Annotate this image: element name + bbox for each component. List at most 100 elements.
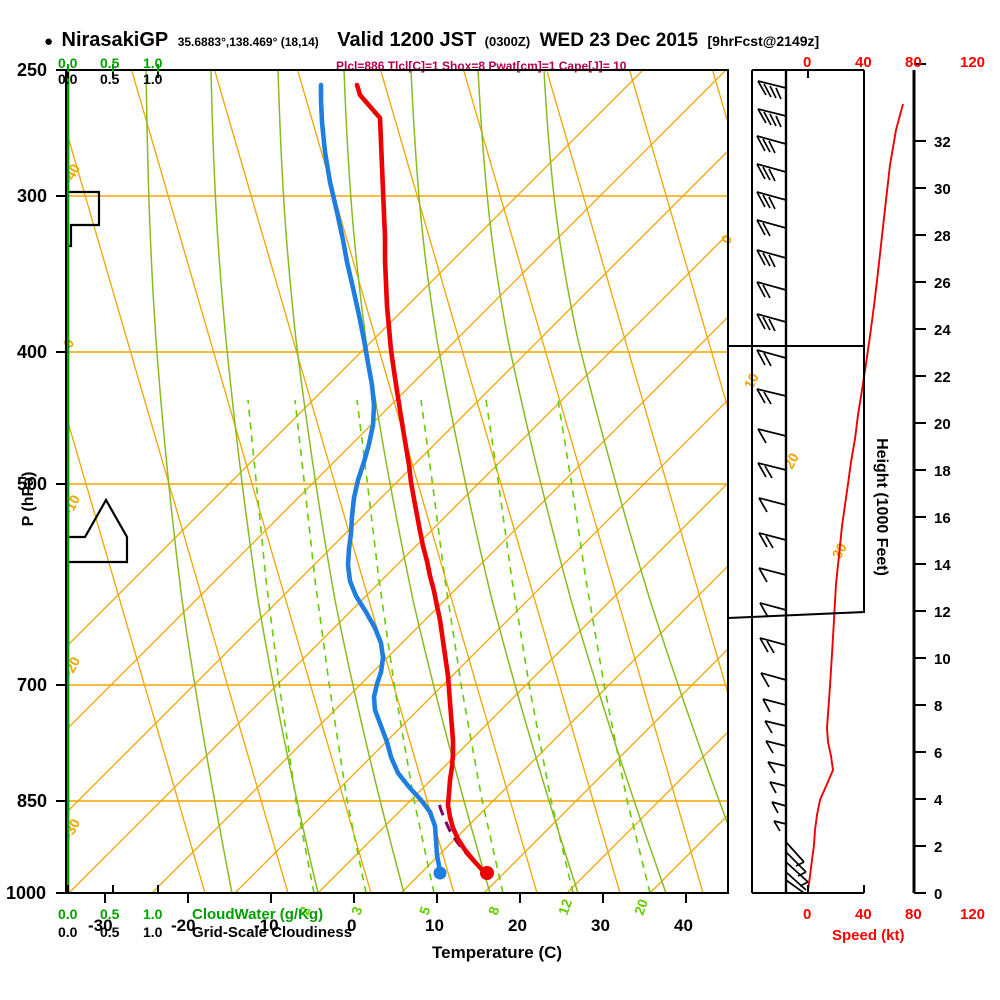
mixing-ratio-label-20: 20 — [631, 897, 651, 917]
pressure-tick-1000: 1000 — [6, 883, 47, 903]
wind-barb — [759, 602, 787, 618]
height-tick-0: 0 — [934, 886, 942, 903]
adiabat-label-minus40: -40 — [60, 161, 84, 187]
dry-adiabat-lines — [66, 70, 728, 893]
plot-frame — [65, 69, 729, 894]
cloudwater-tick-bot-1: 1.0 — [143, 906, 163, 922]
temperature-tick-0: 0 — [347, 916, 357, 935]
height-tick-8: 8 — [934, 698, 942, 715]
wind-barb — [756, 191, 787, 210]
wind-barb — [756, 349, 787, 367]
cloud-panel — [66, 70, 129, 893]
height-axis-ticks — [914, 140, 926, 894]
cloudiness-tick-bot-1: 1.0 — [143, 924, 163, 940]
cloudiness-axis-label: Grid-Scale Cloudiness — [192, 924, 353, 941]
cloudwater-tick-bot-05: 0.5 — [100, 906, 120, 922]
temperature-tick-40: 40 — [674, 916, 693, 935]
pressure-tick-700: 700 — [17, 675, 48, 695]
wind-barb — [756, 135, 787, 154]
wind-barb — [757, 462, 787, 479]
wind-barb — [757, 108, 787, 128]
wind-barb — [757, 80, 787, 100]
cloudwater-tick-top-05: 0.5 — [100, 55, 120, 71]
speed-axis-ticks — [807, 63, 926, 893]
height-tick-30: 30 — [934, 181, 951, 198]
dewpoint-surface-marker — [433, 866, 447, 880]
cloud-axis-ticks — [67, 70, 159, 893]
height-tick-26: 26 — [934, 275, 951, 292]
cloudwater-axis-ticks — [67, 64, 159, 72]
pressure-tick-250: 250 — [17, 60, 48, 80]
pressure-tick-300: 300 — [17, 186, 48, 206]
wind-barb — [764, 720, 787, 734]
temperature-tick-m30: -30 — [88, 916, 113, 935]
dewpoint-series — [318, 82, 447, 880]
wind-barb — [773, 820, 787, 832]
wind-barb — [756, 281, 787, 299]
wind-barb — [758, 532, 787, 549]
mixing-ratio-lines — [247, 399, 651, 893]
wind-barb — [756, 388, 787, 405]
wind-barb — [756, 313, 787, 332]
temperature-surface-marker — [480, 866, 494, 880]
wind-speed-series — [807, 103, 904, 891]
height-tick-14: 14 — [934, 557, 951, 574]
wind-barb — [757, 428, 787, 444]
wind-barb — [767, 761, 787, 774]
pressure-tick-500: 500 — [17, 474, 48, 494]
wind-panel-frame — [727, 69, 865, 894]
station-coords: 35.6883°,138.469° (18,14) — [177, 35, 319, 49]
cloudwater-tick-bot-0: 0.0 — [58, 906, 78, 922]
speed-axis-label: Speed (kt) — [832, 927, 905, 944]
wind-barb — [756, 163, 787, 182]
temperature-tick-10: 10 — [425, 916, 444, 935]
adiabat-label-minus10: -10 — [60, 492, 84, 518]
temperature-curve — [354, 82, 488, 876]
speed-tick-bot-0: 0 — [803, 906, 812, 923]
cloudwater-tick-top-1: 1.0 — [143, 55, 163, 71]
cloudiness-tick-top-1: 1.0 — [143, 71, 163, 87]
wind-barb — [785, 841, 805, 867]
adiabat-label-right-20: 20 — [781, 450, 803, 471]
pressure-tick-850: 850 — [17, 791, 48, 811]
cloudiness-tick-bot-0: 0.0 — [58, 924, 78, 940]
wind-barb — [771, 801, 787, 814]
mixing-ratio-labels: 2 3 5 8 12 20 — [296, 897, 651, 917]
cloudiness-tick-bot-05: 0.5 — [100, 924, 120, 940]
wind-barb — [762, 698, 787, 713]
height-tick-10: 10 — [934, 651, 951, 668]
speed-tick-bot-40: 40 — [855, 906, 872, 923]
wind-barb — [758, 497, 787, 513]
forecast-hour: [9hrFcst@2149z] — [707, 33, 820, 49]
parcel-series — [436, 799, 487, 875]
wind-barb — [785, 879, 805, 893]
speed-tick-bot-120: 120 — [960, 906, 986, 923]
temperature-tick-20: 20 — [508, 916, 527, 935]
mixing-ratio-label-8: 8 — [485, 904, 503, 917]
wind-barb — [758, 567, 787, 583]
pressure-axis-label: P (hPa) — [20, 471, 37, 527]
cloudiness-tick-top-05: 0.5 — [100, 71, 120, 87]
cloudwater-axis-label: CloudWater (g/Kg) — [192, 906, 324, 923]
wind-speed-curve — [807, 103, 904, 891]
adiabat-label-right-0: 0 — [718, 232, 736, 247]
speed-tick-top-120: 120 — [960, 54, 986, 71]
temperature-tick-m10: -10 — [254, 916, 279, 935]
height-tick-28: 28 — [934, 228, 951, 245]
temperature-series — [354, 82, 494, 880]
height-tick-20: 20 — [934, 416, 951, 433]
height-tick-4: 4 — [934, 792, 943, 809]
speed-tick-top-0: 0 — [803, 54, 812, 71]
station-bullet-icon: ● — [44, 33, 54, 50]
wind-barb — [760, 672, 787, 688]
grid-lines — [66, 70, 728, 893]
station-name: NirasakiGP — [61, 29, 169, 51]
height-axis-labels: 0 2 4 6 8 10 12 14 16 18 20 22 24 26 28 … — [934, 134, 951, 903]
parcel-curve — [436, 799, 487, 875]
height-tick-6: 6 — [934, 745, 942, 762]
height-tick-2: 2 — [934, 839, 942, 856]
height-tick-16: 16 — [934, 510, 951, 527]
mixing-ratio-label-12: 12 — [555, 897, 575, 917]
wind-barb — [769, 781, 787, 794]
